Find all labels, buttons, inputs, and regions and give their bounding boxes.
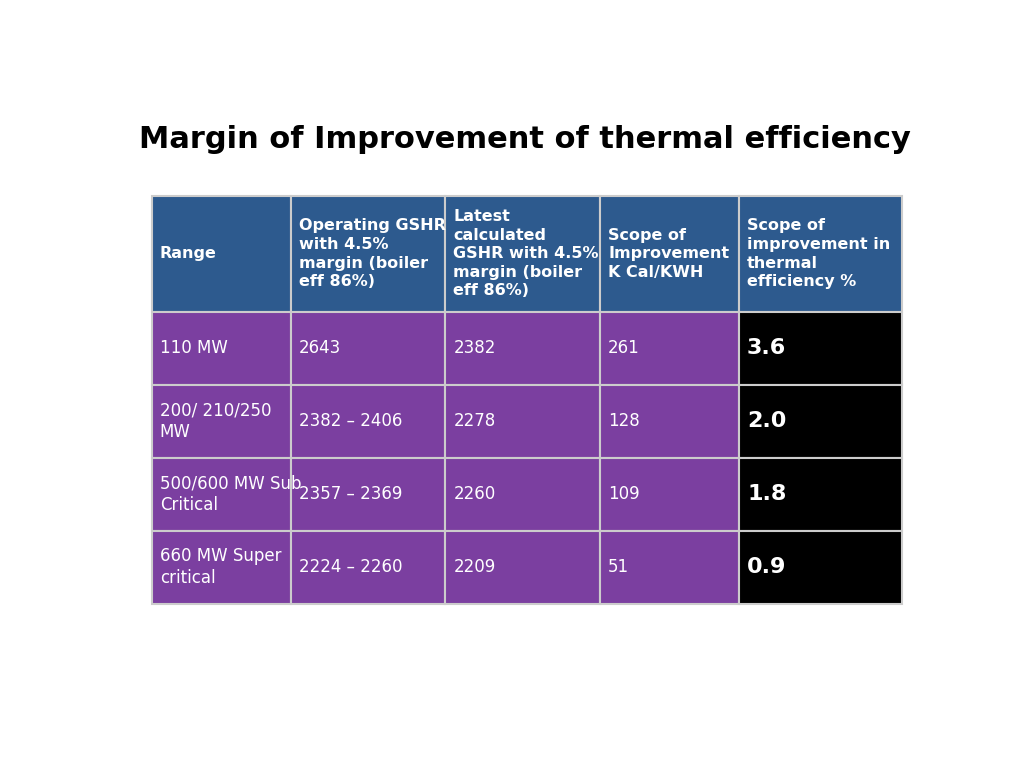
Text: 200/ 210/250
MW: 200/ 210/250 MW (160, 401, 271, 442)
FancyBboxPatch shape (291, 196, 445, 312)
Text: 2224 – 2260: 2224 – 2260 (299, 558, 402, 576)
Text: 261: 261 (608, 339, 640, 357)
Text: 128: 128 (608, 412, 640, 430)
Text: 2209: 2209 (454, 558, 496, 576)
Text: Operating GSHR
with 4.5%
margin (boiler
eff 86%): Operating GSHR with 4.5% margin (boiler … (299, 218, 445, 290)
FancyBboxPatch shape (152, 458, 291, 531)
Text: Scope of
improvement in
thermal
efficiency %: Scope of improvement in thermal efficien… (748, 218, 890, 290)
Text: 660 MW Super
critical: 660 MW Super critical (160, 547, 282, 588)
FancyBboxPatch shape (600, 531, 739, 604)
FancyBboxPatch shape (600, 312, 739, 385)
FancyBboxPatch shape (739, 531, 902, 604)
FancyBboxPatch shape (445, 531, 600, 604)
Text: 500/600 MW Sub
Critical: 500/600 MW Sub Critical (160, 474, 301, 515)
Text: 2260: 2260 (454, 485, 496, 503)
Text: 0.9: 0.9 (748, 558, 786, 578)
FancyBboxPatch shape (152, 385, 291, 458)
FancyBboxPatch shape (291, 385, 445, 458)
Text: 2382: 2382 (454, 339, 496, 357)
Text: 2643: 2643 (299, 339, 341, 357)
Text: 110 MW: 110 MW (160, 339, 227, 357)
FancyBboxPatch shape (152, 312, 291, 385)
FancyBboxPatch shape (600, 385, 739, 458)
FancyBboxPatch shape (445, 385, 600, 458)
Text: 2278: 2278 (454, 412, 496, 430)
FancyBboxPatch shape (739, 385, 902, 458)
Text: 1.8: 1.8 (748, 485, 786, 505)
FancyBboxPatch shape (291, 312, 445, 385)
Text: Range: Range (160, 247, 217, 261)
FancyBboxPatch shape (739, 196, 902, 312)
FancyBboxPatch shape (445, 312, 600, 385)
Text: 2357 – 2369: 2357 – 2369 (299, 485, 402, 503)
Text: Margin of Improvement of thermal efficiency: Margin of Improvement of thermal efficie… (139, 124, 910, 154)
FancyBboxPatch shape (739, 458, 902, 531)
FancyBboxPatch shape (152, 531, 291, 604)
Text: 2.0: 2.0 (748, 412, 786, 432)
FancyBboxPatch shape (600, 196, 739, 312)
Text: 3.6: 3.6 (748, 339, 786, 359)
FancyBboxPatch shape (600, 458, 739, 531)
Text: 109: 109 (608, 485, 640, 503)
FancyBboxPatch shape (291, 531, 445, 604)
FancyBboxPatch shape (739, 312, 902, 385)
FancyBboxPatch shape (152, 196, 291, 312)
Text: Latest
calculated
GSHR with 4.5%
margin (boiler
eff 86%): Latest calculated GSHR with 4.5% margin … (454, 209, 599, 299)
FancyBboxPatch shape (445, 196, 600, 312)
Text: 51: 51 (608, 558, 630, 576)
FancyBboxPatch shape (445, 458, 600, 531)
Text: 2382 – 2406: 2382 – 2406 (299, 412, 402, 430)
FancyBboxPatch shape (291, 458, 445, 531)
Text: Scope of
Improvement
K Cal/KWH: Scope of Improvement K Cal/KWH (608, 227, 729, 280)
